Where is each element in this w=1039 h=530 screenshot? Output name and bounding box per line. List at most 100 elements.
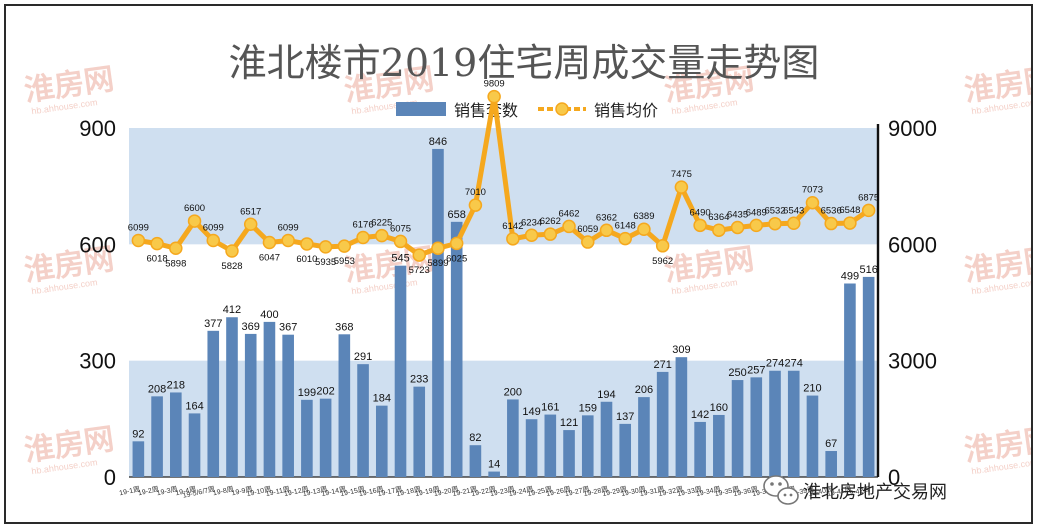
price-value-label: 6099 bbox=[128, 222, 149, 233]
bar-value-label: 210 bbox=[803, 383, 821, 395]
price-value-label: 5898 bbox=[165, 258, 186, 269]
bar-value-label: 545 bbox=[391, 253, 409, 265]
bar bbox=[301, 399, 313, 477]
bar bbox=[263, 321, 276, 477]
price-point bbox=[150, 236, 164, 251]
price-point bbox=[768, 216, 782, 231]
bar bbox=[638, 397, 650, 477]
price-point bbox=[356, 230, 370, 245]
price-point bbox=[581, 235, 595, 249]
wechat-icon bbox=[763, 475, 799, 505]
bar bbox=[675, 357, 688, 477]
legend-line-label: 销售均价 bbox=[594, 101, 658, 120]
left-tick-label: 300 bbox=[79, 349, 116, 374]
price-point bbox=[262, 235, 277, 250]
price-point bbox=[861, 203, 876, 218]
chart-frame: 淮房网 hb.ahhouse.com 淮房网 hb.ahhouse.com 淮房网 hb.… bbox=[4, 4, 1033, 524]
bar-value-label: 161 bbox=[541, 402, 559, 414]
bar-value-label: 250 bbox=[728, 367, 746, 379]
bar-value-label: 274 bbox=[766, 358, 784, 370]
price-point bbox=[524, 228, 539, 243]
bar-value-label: 658 bbox=[448, 209, 466, 221]
bar-value-label: 208 bbox=[148, 383, 166, 395]
bar-value-label: 149 bbox=[522, 406, 540, 418]
price-point bbox=[187, 214, 202, 228]
bar-value-label: 218 bbox=[167, 379, 185, 391]
bar-value-label: 160 bbox=[710, 402, 728, 414]
bar bbox=[394, 265, 407, 477]
bar-value-label: 202 bbox=[316, 386, 334, 398]
left-tick-label: 600 bbox=[79, 232, 116, 257]
price-point bbox=[412, 248, 426, 262]
bar-value-label: 206 bbox=[635, 384, 653, 396]
price-value-label: 6025 bbox=[446, 253, 467, 264]
legend-bar-label: 销售套数 bbox=[454, 101, 518, 120]
price-value-label: 6389 bbox=[633, 211, 654, 222]
price-line bbox=[137, 94, 871, 258]
price-point bbox=[431, 241, 445, 255]
price-point bbox=[393, 234, 408, 249]
price-point bbox=[693, 218, 707, 233]
bar bbox=[750, 377, 763, 477]
price-value-label: 7010 bbox=[465, 187, 486, 198]
price-point bbox=[843, 216, 857, 230]
right-tick-label: 9000 bbox=[888, 116, 937, 141]
price-point bbox=[243, 217, 258, 232]
price-value-label: 6262 bbox=[540, 216, 561, 227]
right-tick-label: 0 bbox=[888, 465, 900, 490]
bar-value-label: 200 bbox=[504, 386, 522, 398]
price-point bbox=[300, 237, 314, 251]
price-point bbox=[786, 216, 801, 231]
price-value-label: 6075 bbox=[390, 223, 411, 234]
bar bbox=[151, 396, 163, 477]
bar bbox=[862, 276, 875, 477]
price-point bbox=[375, 228, 389, 243]
price-point bbox=[337, 239, 352, 253]
band-0-300 bbox=[129, 360, 878, 477]
legend: 销售套数 销售均价 bbox=[396, 101, 658, 120]
bar-value-label: 412 bbox=[223, 304, 241, 316]
price-value-label: 5935 bbox=[315, 257, 336, 268]
bar-value-label: 291 bbox=[354, 351, 372, 363]
chart-title: 淮北楼市2019住宅周成交量走势图 bbox=[229, 41, 820, 85]
price-value-label: 5828 bbox=[221, 261, 242, 272]
price-value-label: 6148 bbox=[615, 221, 636, 232]
bar bbox=[787, 370, 800, 477]
bar-value-label: 199 bbox=[298, 387, 316, 399]
bar bbox=[769, 370, 781, 477]
price-point bbox=[599, 223, 614, 238]
bar-value-label: 184 bbox=[373, 393, 391, 405]
left-tick-label: 0 bbox=[104, 465, 116, 490]
bar bbox=[226, 317, 238, 477]
bar-value-label: 92 bbox=[132, 428, 144, 440]
bar bbox=[375, 405, 388, 477]
bar-value-label: 194 bbox=[597, 389, 615, 401]
price-point bbox=[131, 233, 146, 248]
bar-value-label: 369 bbox=[242, 321, 260, 333]
price-point bbox=[655, 239, 670, 253]
price-point bbox=[169, 241, 183, 256]
bar bbox=[656, 371, 669, 477]
bar-value-label: 159 bbox=[579, 402, 597, 414]
price-value-label: 6532 bbox=[764, 206, 785, 217]
bar-value-label: 846 bbox=[429, 136, 447, 148]
bar bbox=[525, 419, 538, 477]
price-point bbox=[506, 232, 520, 246]
price-point bbox=[824, 216, 838, 231]
price-point bbox=[318, 240, 333, 254]
bar bbox=[469, 445, 482, 477]
price-value-label: 6225 bbox=[371, 218, 392, 229]
bar bbox=[413, 386, 426, 477]
price-value-label: 5899 bbox=[427, 258, 448, 269]
legend-line-marker bbox=[555, 102, 569, 116]
bar bbox=[132, 441, 145, 477]
bar bbox=[432, 148, 444, 477]
price-value-label: 6875 bbox=[858, 192, 879, 203]
right-tick-label: 3000 bbox=[888, 349, 937, 374]
left-tick-label: 900 bbox=[79, 116, 116, 141]
bar-value-label: 142 bbox=[691, 409, 709, 421]
